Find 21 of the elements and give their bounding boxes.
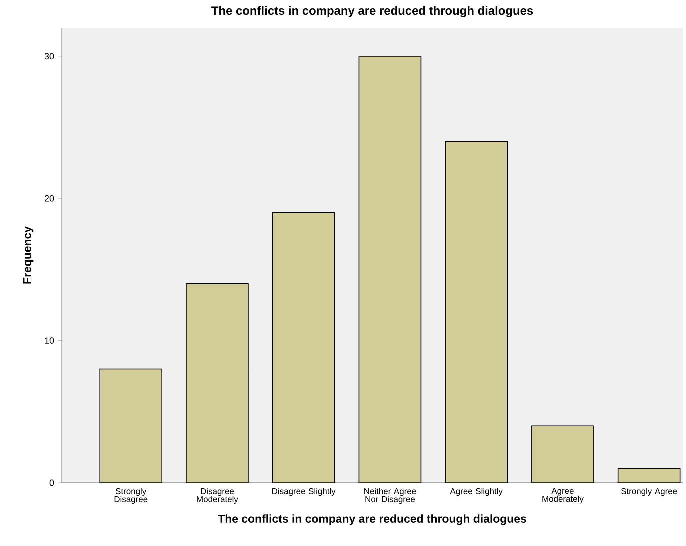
- bar: [272, 212, 336, 483]
- bar: [618, 468, 681, 483]
- x-tick-label: Neither Agree Nor Disagree: [364, 488, 416, 504]
- bar: [186, 284, 249, 483]
- chart-title: The conflicts in company are reduced through dialogues: [212, 6, 534, 18]
- x-tick-label: Disagree Slightly: [272, 488, 336, 496]
- bar: [445, 141, 508, 483]
- x-tick-label: Agree Moderately: [542, 488, 584, 504]
- y-tick-label: 0: [50, 480, 54, 486]
- bar: [532, 426, 594, 483]
- bar: [100, 368, 163, 483]
- y-tick-label: 20: [44, 195, 54, 202]
- y-tick-label: 30: [44, 53, 54, 60]
- y-tick-label: 10: [45, 338, 54, 344]
- x-tick-label: Strongly Disagree: [114, 488, 148, 504]
- x-tick-label: Disagree Moderately: [197, 488, 238, 504]
- y-axis-title: Frequency: [23, 226, 34, 284]
- x-tick-label: Strongly Agree: [621, 488, 678, 496]
- x-axis-title: The conflicts in company are reduced through dialogues: [218, 514, 526, 526]
- bar: [358, 56, 422, 483]
- x-tick-label: Agree Slightly: [450, 488, 503, 496]
